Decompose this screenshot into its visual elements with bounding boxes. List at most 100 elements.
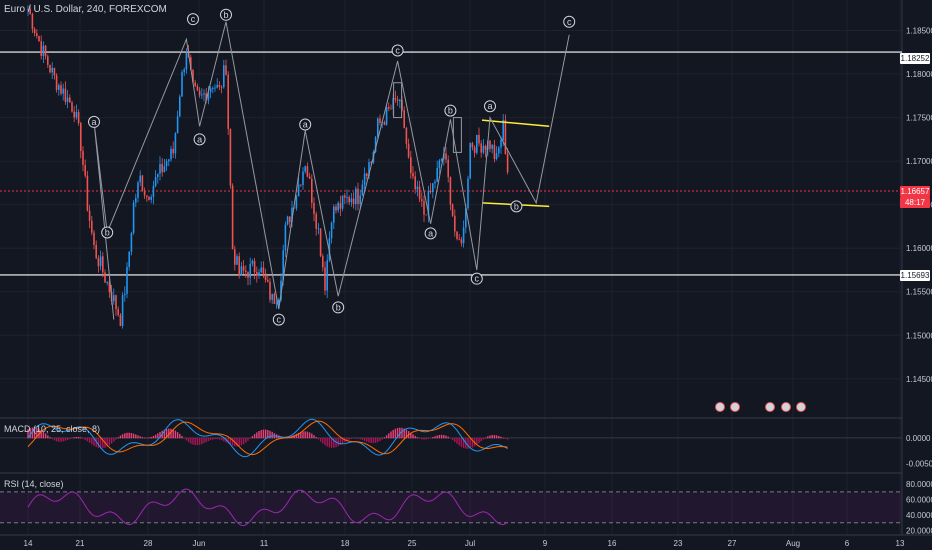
candle-body — [194, 82, 196, 87]
macd-histogram-bar — [130, 433, 133, 439]
time-axis-label: Jun — [193, 539, 206, 548]
svg-text:a: a — [303, 120, 308, 130]
macd-histogram-bar — [412, 434, 414, 439]
candle-body — [502, 119, 504, 140]
candle-body — [410, 157, 412, 174]
economic-event-marker[interactable] — [796, 402, 806, 412]
macd-histogram-bar — [174, 430, 177, 439]
wave-label-c: c — [563, 15, 576, 28]
candle-body — [44, 45, 47, 57]
macd-histogram-bar — [201, 437, 203, 445]
macd-histogram-bar — [168, 428, 170, 439]
price-axis-label: 1.17500 — [906, 114, 932, 123]
macd-histogram-bar — [436, 435, 438, 439]
macd-histogram-bar — [240, 437, 243, 446]
candle-body — [146, 195, 148, 197]
candle-body — [337, 202, 339, 211]
time-axis-label: 13 — [896, 539, 905, 548]
macd-histogram-bar — [396, 427, 399, 439]
candle-body — [377, 118, 379, 138]
macd-histogram-bar — [471, 437, 474, 448]
svg-text:b: b — [105, 228, 110, 238]
candle-body — [84, 165, 86, 176]
macd-histogram-bar — [451, 437, 454, 441]
macd-histogram-bar — [36, 427, 38, 439]
candle-body — [423, 201, 425, 215]
candle-body — [212, 88, 214, 89]
macd-histogram-bar — [489, 435, 491, 439]
candle-body — [454, 215, 456, 232]
candle-body — [361, 184, 364, 196]
macd-histogram-bar — [216, 437, 218, 440]
candle-body — [141, 175, 144, 192]
macd-histogram-bar — [170, 428, 172, 439]
highlight-box — [393, 82, 403, 119]
macd-histogram-bar — [324, 437, 326, 446]
macd-histogram-bar — [495, 435, 498, 439]
candle-body — [447, 159, 449, 178]
macd-histogram-bar — [132, 433, 135, 439]
macd-histogram-bar — [218, 437, 221, 440]
macd-histogram-bar — [306, 431, 309, 439]
rsi-title: RSI (14, close) — [4, 479, 64, 489]
candle-body — [216, 84, 218, 88]
candle-body — [341, 195, 344, 209]
candle-body — [504, 119, 507, 154]
candle-body — [440, 159, 443, 161]
macd-histogram-bar — [88, 437, 91, 443]
candle-body — [126, 266, 128, 294]
economic-event-marker[interactable] — [730, 402, 740, 412]
price-axis-label: 1.18500 — [906, 26, 932, 35]
macd-axis-label: -0.0050 — [906, 459, 932, 468]
macd-histogram-bar — [410, 432, 412, 439]
macd-histogram-bar — [181, 435, 183, 439]
wave-label-a: a — [424, 227, 437, 240]
candle-body — [69, 97, 71, 103]
candle-body — [238, 256, 240, 276]
candle-body — [229, 128, 232, 186]
candle-body — [209, 88, 212, 92]
economic-event-marker[interactable] — [715, 402, 725, 412]
candle-body — [231, 185, 234, 250]
candle-body — [150, 196, 152, 200]
macd-histogram-bar — [60, 437, 62, 442]
macd-histogram-bar — [249, 437, 251, 439]
candle-body — [273, 294, 276, 304]
price-axis-label: 1.15000 — [906, 331, 932, 340]
time-axis-label: 28 — [144, 539, 153, 548]
candle-body — [427, 190, 430, 215]
candle-body — [390, 108, 392, 110]
candle-body — [366, 173, 368, 176]
candle-body — [438, 160, 441, 168]
time-axis-label: Jul — [465, 539, 475, 548]
candle-body — [355, 188, 357, 205]
candle-body — [91, 220, 93, 233]
candle-body — [27, 8, 29, 10]
candle-body — [421, 199, 423, 202]
svg-text:b: b — [448, 106, 453, 116]
wave-label-a: a — [484, 100, 496, 113]
candle-body — [192, 70, 194, 83]
time-axis-label: Aug — [786, 539, 800, 548]
macd-histogram-bar — [71, 437, 73, 439]
candle-body — [234, 249, 236, 265]
event-markers[interactable] — [715, 402, 806, 412]
candle-body — [399, 99, 401, 101]
candle-body — [115, 295, 117, 310]
candle-body — [374, 137, 377, 152]
candle-body — [260, 267, 262, 273]
candle-body — [282, 250, 284, 281]
macd-histogram-bar — [258, 431, 260, 439]
macd-histogram-bar — [372, 437, 375, 444]
macd-histogram-bar — [212, 437, 214, 440]
economic-event-marker[interactable] — [765, 402, 775, 412]
macd-histogram-bar — [264, 429, 267, 439]
macd-histogram-bar — [102, 437, 104, 449]
candle-body — [51, 67, 53, 73]
economic-event-marker[interactable] — [781, 402, 791, 412]
macd-histogram-bar — [159, 432, 161, 439]
macd-histogram-bar — [135, 434, 137, 439]
candle-body — [324, 267, 326, 291]
